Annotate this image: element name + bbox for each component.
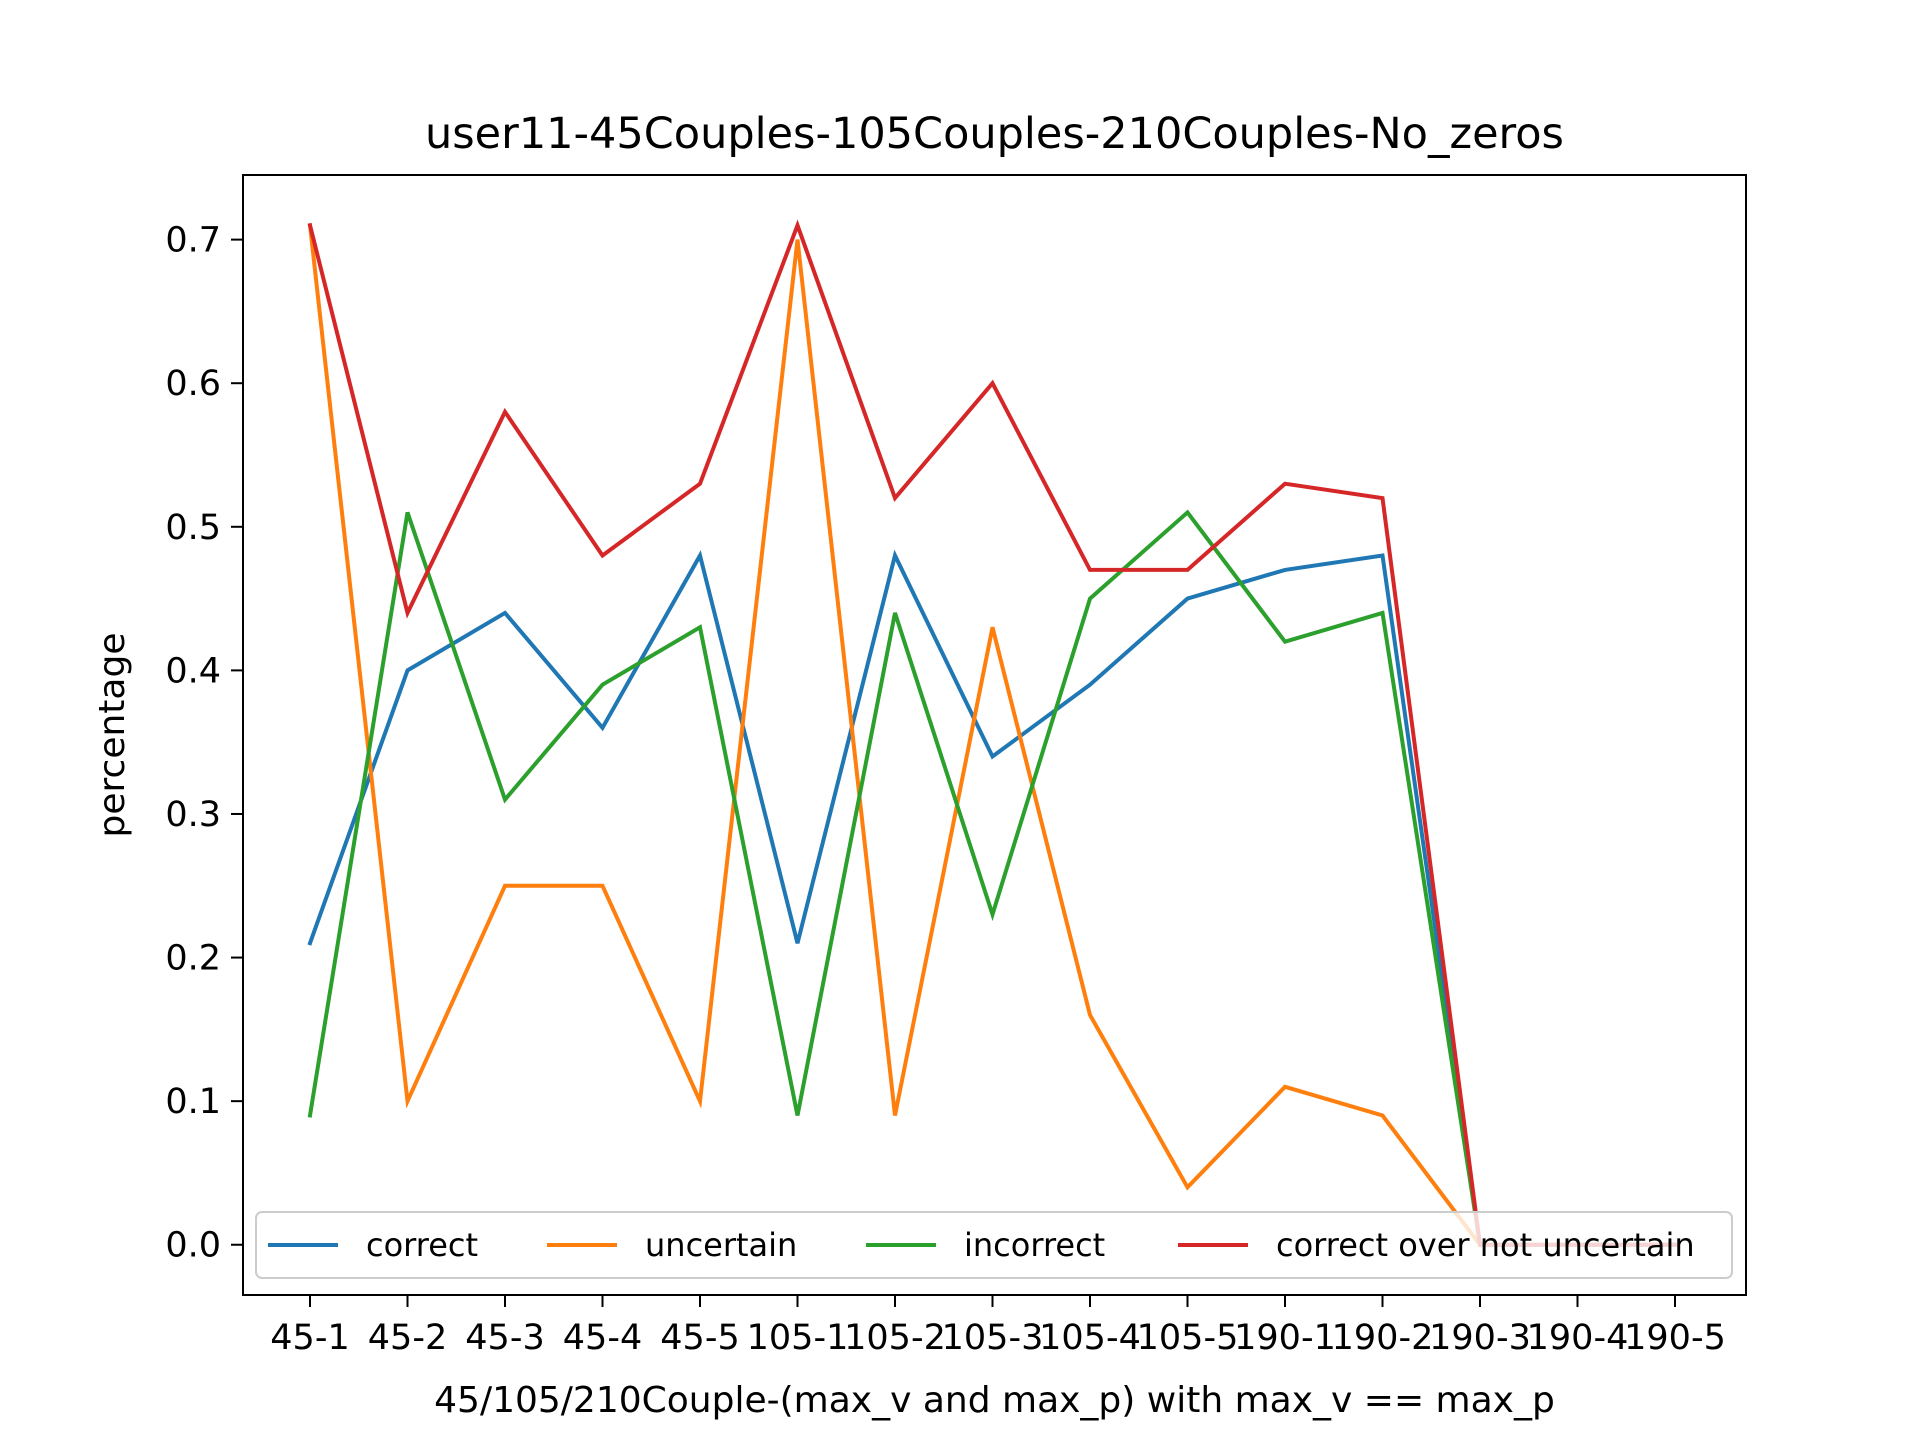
x-tick-label: 45-2 [368,1318,447,1358]
legend-label: correct [366,1226,478,1264]
chart-title: user11-45Couples-105Couples-210Couples-N… [425,109,1564,159]
plot-area-frame [242,174,1747,1296]
y-tick-label: 0.4 [165,651,221,691]
y-tick-label: 0.1 [165,1082,221,1122]
x-axis-label: 45/105/210Couple-(max_v and max_p) with … [434,1380,1555,1421]
x-tick-label: 190-1 [1234,1318,1336,1358]
y-axis-label: percentage [92,633,133,838]
legend-label: uncertain [645,1226,797,1264]
x-tick-label: 190-2 [1332,1318,1434,1358]
x-tick-label: 105-1 [747,1318,849,1358]
x-tick-label: 45-4 [563,1318,642,1358]
legend-box [255,1211,1733,1279]
series-line-3 [307,509,1677,1247]
x-tick-label: 45-3 [465,1318,544,1358]
x-tick-label: 105-3 [942,1318,1044,1358]
x-tick-label: 45-5 [660,1318,739,1358]
y-tick-label: 0.7 [165,221,221,261]
y-tick-label: 0.6 [165,364,221,404]
x-tick-label: 45-1 [270,1318,349,1358]
x-tick-label: 190-5 [1624,1318,1726,1358]
x-tick-label: 190-4 [1527,1318,1629,1358]
y-tick-label: 0.3 [165,795,221,835]
y-axis-ticks: 0.0 0.1 0.2 0.3 0.4 0.5 0.6 0.7 [165,221,243,1266]
y-tick-label: 0.5 [165,508,221,548]
series-layer [307,219,1677,1247]
legend-label: incorrect [964,1226,1105,1264]
series-line-4 [307,219,1677,1247]
y-tick-label: 0.2 [165,939,221,979]
x-tick-label: 190-3 [1429,1318,1531,1358]
x-tick-label: 105-4 [1039,1318,1141,1358]
legend: correct uncertain incorrect correct over no… [255,1211,1733,1279]
y-tick-label: 0.0 [165,1226,221,1266]
x-tick-label: 105-2 [844,1318,946,1358]
x-axis-ticks: 45-1 45-2 45-3 45-4 45-5 105-1105-2105-3105-4… [270,1295,1726,1358]
series-line-2 [307,223,1677,1247]
legend-label: correct over not uncertain [1276,1226,1695,1264]
x-tick-label: 105-5 [1137,1318,1239,1358]
series-line-1 [307,549,1677,1247]
